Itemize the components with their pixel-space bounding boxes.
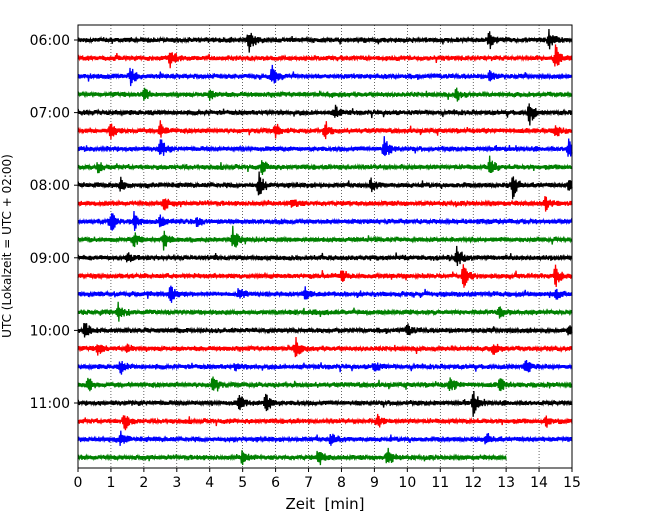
- seismogram-trace: [77, 103, 573, 126]
- x-tick-label: 1: [106, 475, 115, 491]
- x-tick-label: 14: [530, 475, 548, 491]
- seismogram-trace: [77, 390, 573, 417]
- seismogram-trace: [77, 155, 573, 175]
- seismogram-trace: [77, 376, 573, 392]
- seismogram-trace: [77, 120, 573, 140]
- x-tick-label: 5: [238, 475, 247, 491]
- y-tick-label: 07:00: [30, 106, 70, 122]
- seismogram-trace: [77, 87, 573, 102]
- seismogram-trace: [77, 210, 573, 232]
- x-tick-label: 6: [271, 475, 280, 491]
- x-tick-label: 3: [172, 475, 181, 491]
- seismogram-trace: [77, 413, 573, 431]
- seismogram-trace: [77, 447, 507, 466]
- seismogram-trace: [77, 285, 573, 303]
- y-axis-ticks: 06:00 07:00 08:00 09:00 10:00 11:00: [30, 33, 78, 412]
- seismogram-trace: [77, 430, 573, 446]
- seismogram-trace: [77, 225, 573, 251]
- x-tick-label: 12: [464, 475, 482, 491]
- seismogram-trace: [77, 264, 573, 288]
- x-tick-label: 0: [74, 475, 83, 491]
- x-tick-label: 10: [398, 475, 416, 491]
- y-tick-label: 10:00: [30, 323, 70, 339]
- seismogram-trace: [77, 245, 573, 266]
- seismogram-trace: [77, 301, 573, 322]
- y-tick-label: 11:00: [30, 396, 70, 412]
- x-tick-label: 9: [370, 475, 379, 491]
- seismogram-trace: [77, 196, 573, 212]
- x-tick-label: 4: [205, 475, 214, 491]
- y-tick-label: 08:00: [30, 178, 70, 194]
- seismogram-traces: [77, 29, 573, 466]
- seismogram-trace: [77, 323, 573, 338]
- x-tick-label: 15: [563, 475, 581, 491]
- x-tick-label: 8: [337, 475, 346, 491]
- y-tick-label: 09:00: [30, 251, 70, 267]
- seismogram-trace: [77, 337, 573, 358]
- x-axis-ticks: 0 1 2 3 4 5 6 7 8 9 10 11 12 13 14 15: [74, 468, 581, 491]
- plot-frame: [77, 24, 573, 469]
- seismogram-trace: [77, 136, 573, 157]
- x-tick-label: 11: [431, 475, 449, 491]
- x-axis-title: Zeit [min]: [285, 495, 364, 513]
- seismogram-trace: [77, 29, 573, 53]
- x-tick-label: 7: [304, 475, 313, 491]
- y-axis-title: UTC (Lokalzeit = UTC + 02:00): [0, 154, 14, 338]
- x-tick-label: 13: [497, 475, 515, 491]
- seismogram-trace: [77, 359, 573, 375]
- y-tick-label: 06:00: [30, 33, 70, 49]
- x-tick-label: 2: [139, 475, 148, 491]
- seismogram-trace: [77, 171, 573, 200]
- seismogram-trace: [77, 44, 573, 69]
- seismogram-trace: [77, 64, 573, 87]
